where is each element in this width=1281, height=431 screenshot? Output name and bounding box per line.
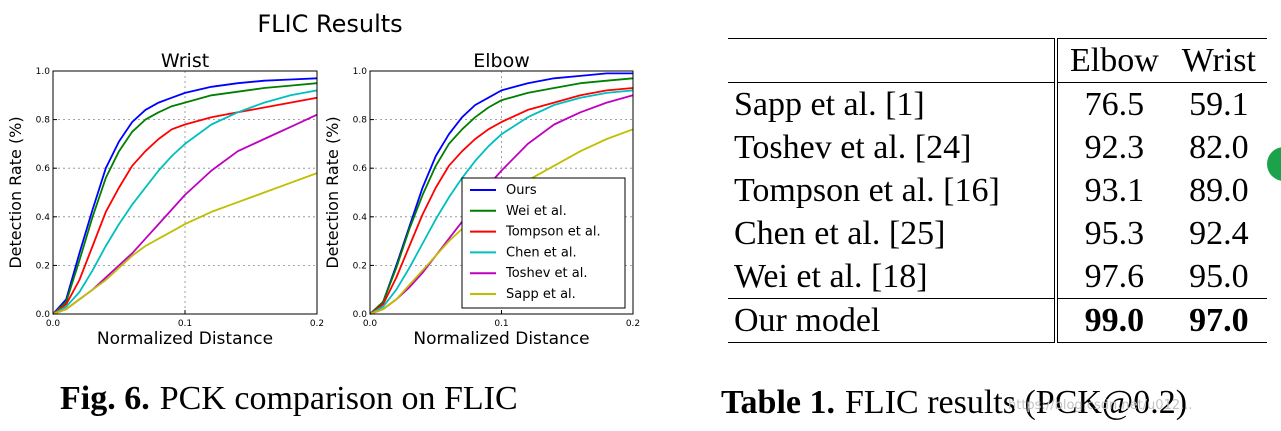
x-tick-label: 0.0 [46,319,61,329]
x-tick-label: 0.2 [626,319,640,329]
method-cell: Toshev et al. [24] [734,128,972,166]
series-line-ours [52,77,318,315]
elbow-column-header: Elbow [1054,38,1171,83]
series-line-sapp-et-al [52,172,318,315]
wrist-cell: 97.0 [1189,301,1249,339]
wrist-cell: 82.0 [1189,128,1249,166]
y-tick-label: 0.0 [36,310,51,320]
y-tick-label: 0.2 [353,261,367,271]
y-axis-label: Detection Rate (%) [323,116,342,268]
series-line-wei-et-al [369,77,634,315]
flic-figure: FLIC Results 0.0 0.2 0.4 0.6 0.8 1.0 0.0 0.1 0.2… [6,10,640,349]
y-tick-label: 0.0 [353,310,368,320]
elbow-cell: 76.5 [1054,82,1171,126]
elbow-cell: 99.0 [1054,298,1171,343]
series-line-tompson-et-al [369,87,634,315]
legend-label: Sapp et al. [506,287,576,302]
subplot-title: Elbow [473,50,530,72]
table-row: Sapp et al. [1] 76.5 59.1 [728,82,1267,126]
elbow-cell: 92.3 [1054,126,1171,169]
method-cell: Tompson et al. [16] [734,171,1000,209]
y-tick-label: 0.2 [36,261,50,271]
method-cell: Sapp et al. [1] [734,85,925,123]
legend-label: Ours [506,183,537,198]
our-model-row: Our model 99.0 97.0 [728,298,1267,343]
chart-panel-wrist: 0.0 0.2 0.4 0.6 0.8 1.0 0.0 0.1 0.2 Wrist Normaliz… [6,50,324,349]
method-cell: Chen et al. [25] [734,214,946,252]
table-caption: Table 1. FLIC results (PCK@0.2) [721,384,1187,422]
legend-box [461,177,626,309]
method-header-cell [728,39,1056,83]
watermark-text: https://blog.csdn.net/u012... [1008,398,1193,413]
wrist-cell: 92.4 [1189,214,1249,252]
figure-caption-label: Fig. 6. [60,380,150,417]
table-row: Wei et al. [18] 97.6 95.0 [728,255,1267,299]
elbow-cell: 97.6 [1054,255,1171,299]
figure-caption: Fig. 6. PCK comparison on FLIC [60,380,518,418]
wrist-cell: 95.0 [1189,257,1249,295]
wrist-cell: 59.1 [1189,85,1249,123]
legend-label: Wei et al. [506,204,567,219]
table-row: Toshev et al. [24] 92.3 82.0 [728,126,1267,169]
series-line-chen-et-al [369,89,634,315]
y-tick-label: 0.8 [36,116,51,126]
table-caption-label: Table 1. [721,384,836,421]
x-tick-label: 0.0 [363,319,378,329]
figure-title: FLIC Results [257,10,402,38]
elbow-cell: 93.1 [1054,169,1171,212]
series-line-chen-et-al [52,89,318,315]
series-line-wei-et-al [52,82,318,315]
x-tick-label: 0.2 [310,319,324,329]
legend-label: Toshev et al. [505,266,587,281]
chart-panel-elbow: 0.0 0.2 0.4 0.6 0.8 1.0 0.0 0.1 0.2 Elbow Normaliz… [323,50,640,349]
y-tick-label: 0.8 [353,116,368,126]
series-line-tompson-et-al [52,96,318,315]
table-row: Tompson et al. [16] 93.1 89.0 [728,169,1267,212]
method-cell: Our model [734,301,881,339]
legend-label: Chen et al. [506,245,577,260]
x-tick-label: 0.1 [494,319,508,329]
x-axis-label: Normalized Distance [413,329,589,349]
y-tick-label: 0.4 [353,213,368,223]
y-tick-label: 1.0 [36,67,51,77]
y-axis-label: Detection Rate (%) [6,116,25,268]
y-tick-label: 1.0 [353,67,368,77]
y-tick-label: 0.6 [353,164,368,174]
table-caption-text: FLIC results (PCK@0.2) [845,384,1188,421]
wrist-column-header: Wrist [1181,41,1256,79]
figure-caption-text: PCK comparison on FLIC [159,380,518,417]
elbow-cell: 95.3 [1054,212,1171,255]
charts-layer: 0.0 0.2 0.4 0.6 0.8 1.0 0.0 0.1 0.2 Wrist Normaliz… [6,50,640,349]
x-tick-label: 0.1 [178,319,192,329]
table-row: Chen et al. [25] 95.3 92.4 [728,212,1267,255]
y-tick-label: 0.6 [36,164,51,174]
legend-label: Tompson et al. [505,225,601,240]
results-table: Elbow Wrist Sapp et al. [1] 76.5 59.1 To… [728,38,1267,343]
wrist-cell: 89.0 [1189,171,1249,209]
chart-legend: Ours Wei et al. Tompson et al. Chen et al. T… [461,177,626,309]
side-floating-button[interactable] [1267,147,1281,181]
method-cell: Wei et al. [18] [734,257,928,295]
table-header-row: Elbow Wrist [728,38,1267,83]
subplot-title: Wrist [161,50,209,72]
x-axis-label: Normalized Distance [97,329,273,349]
y-tick-label: 0.4 [36,213,51,223]
